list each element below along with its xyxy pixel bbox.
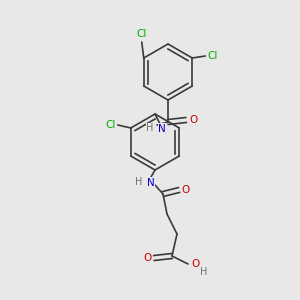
Text: Cl: Cl <box>106 120 116 130</box>
Text: H: H <box>146 123 154 133</box>
Text: O: O <box>191 259 199 269</box>
Text: H: H <box>135 177 143 187</box>
Text: H: H <box>200 267 208 277</box>
Text: O: O <box>182 185 190 195</box>
Text: Cl: Cl <box>136 29 147 39</box>
Text: O: O <box>143 253 151 263</box>
Text: O: O <box>189 115 197 125</box>
Text: Cl: Cl <box>207 51 217 61</box>
Text: N: N <box>158 124 166 134</box>
Text: N: N <box>147 178 155 188</box>
